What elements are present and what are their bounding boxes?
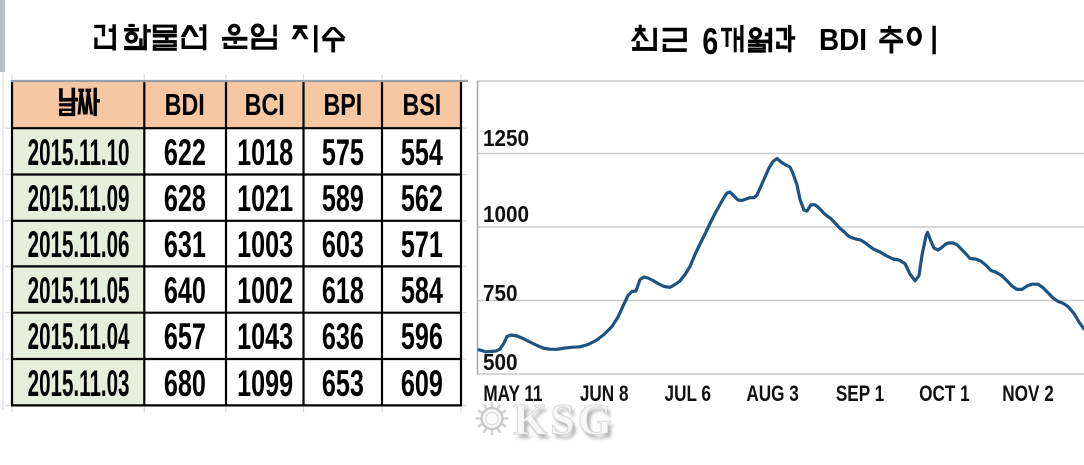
svg-text:BDI: BDI: [819, 22, 867, 57]
svg-text:6: 6: [702, 20, 718, 61]
